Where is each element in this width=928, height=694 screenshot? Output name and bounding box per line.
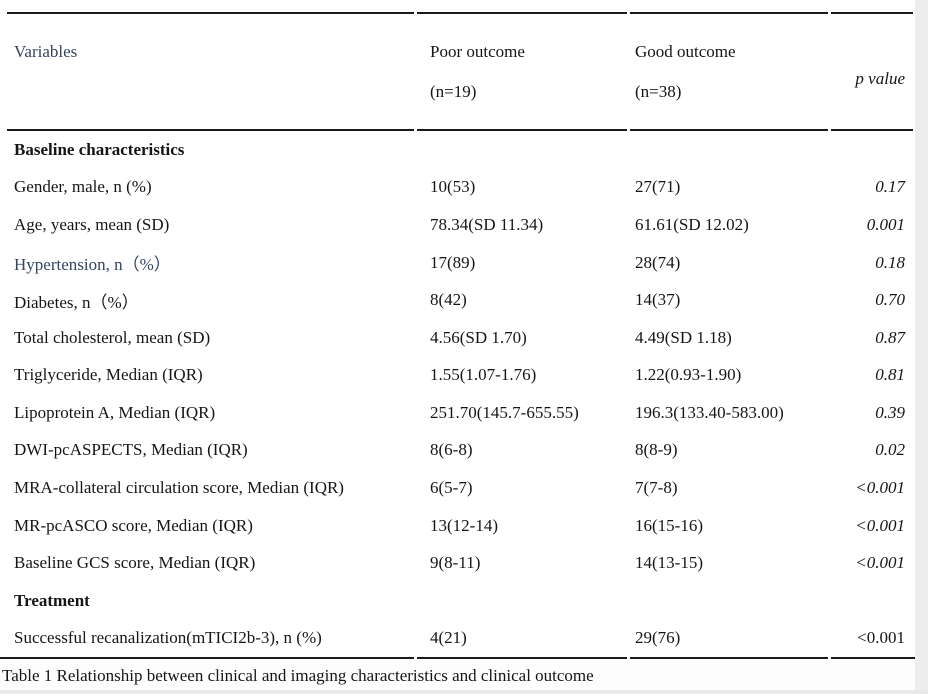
table-bottom-rule	[0, 657, 915, 659]
rule-segment	[417, 12, 627, 14]
table-row-lipoprotein-a: Lipoprotein A, Median (IQR) 251.70(145.7…	[0, 394, 915, 432]
p-value: 0.70	[875, 290, 905, 310]
poor-outcome-value: 251.70(145.7-655.55)	[430, 402, 579, 422]
row-label: Gender, male, n (%)	[14, 177, 152, 197]
row-label: Total cholesterol, mean (SD)	[14, 327, 211, 347]
rule-segment	[630, 657, 828, 659]
good-outcome-value: 14(37)	[635, 290, 681, 310]
table-header-row: Variables Poor outcome (n=19) Good outco…	[0, 13, 915, 129]
poor-outcome-value: 10(53)	[430, 177, 476, 197]
row-label: Hypertension, n（%）	[14, 255, 171, 275]
poor-outcome-value: 8(42)	[430, 290, 467, 310]
table-row-age: Age, years, mean (SD) 78.34(SD 11.34) 61…	[0, 206, 915, 244]
row-label: Lipoprotein A, Median (IQR)	[14, 402, 216, 422]
table-row-gender: Gender, male, n (%) 10(53) 27(71) 0.17	[0, 169, 915, 207]
column-header-poor-outcome: Poor outcome (n=19)	[430, 32, 635, 129]
poor-outcome-value: 17(89)	[430, 252, 476, 272]
p-value: 0.81	[875, 365, 905, 385]
table-body: Baseline characteristics Gender, male, n…	[0, 131, 915, 657]
table-caption: Table 1 Relationship between clinical an…	[2, 665, 594, 685]
table-row-triglyceride: Triglyceride, Median (IQR) 1.55(1.07-1.7…	[0, 356, 915, 394]
table-top-rule	[7, 12, 913, 14]
good-outcome-value: 7(7-8)	[635, 477, 678, 497]
p-value: 0.87	[875, 327, 905, 347]
table-row-dwi-pcaspects: DWI-pcASPECTS, Median (IQR) 8(6-8) 8(8-9…	[0, 432, 915, 470]
poor-outcome-value: 13(12-14)	[430, 515, 498, 535]
row-label: Diabetes, n（%）	[14, 292, 139, 312]
row-label: MR-pcASCO score, Median (IQR)	[14, 515, 253, 535]
column-header-variables: Variables	[14, 42, 78, 61]
good-outcome-value: 196.3(133.40-583.00)	[635, 402, 784, 422]
table-caption-bar: Table 1 Relationship between clinical an…	[0, 659, 928, 692]
poor-outcome-value: 9(8-11)	[430, 553, 481, 573]
section-label: Treatment	[14, 590, 90, 610]
poor-outcome-title: Poor outcome	[430, 42, 525, 61]
p-value: 0.02	[875, 440, 905, 460]
poor-outcome-value: 8(6-8)	[430, 440, 473, 460]
row-label: DWI-pcASPECTS, Median (IQR)	[14, 440, 248, 460]
poor-outcome-value: 6(5-7)	[430, 477, 473, 497]
table-row-total-cholesterol: Total cholesterol, mean (SD) 4.56(SD 1.7…	[0, 319, 915, 357]
table-row-diabetes: Diabetes, n（%） 8(42) 14(37) 0.70	[0, 281, 915, 319]
page-bottom-strip	[0, 690, 928, 694]
good-outcome-value: 28(74)	[635, 252, 681, 272]
row-label: Triglyceride, Median (IQR)	[14, 365, 203, 385]
poor-outcome-value: 1.55(1.07-1.76)	[430, 365, 537, 385]
rule-segment	[831, 657, 915, 659]
good-outcome-value: 8(8-9)	[635, 440, 678, 460]
rule-segment	[831, 129, 913, 131]
good-outcome-value: 16(15-16)	[635, 515, 703, 535]
rule-segment	[417, 657, 627, 659]
p-value: 0.001	[866, 214, 905, 234]
poor-outcome-n: (n=19)	[430, 82, 477, 101]
table-row-mr-pcasco-score: MR-pcASCO score, Median (IQR) 13(12-14) …	[0, 507, 915, 545]
good-outcome-value: 1.22(0.93-1.90)	[635, 365, 742, 385]
rule-segment	[630, 129, 828, 131]
p-value: <0.001	[855, 515, 905, 535]
rule-segment	[7, 129, 414, 131]
rule-segment	[0, 657, 414, 659]
good-outcome-value: 61.61(SD 12.02)	[635, 214, 749, 234]
row-label: MRA-collateral circulation score, Median…	[14, 477, 344, 497]
poor-outcome-value: 4(21)	[430, 628, 467, 648]
section-row-baseline-characteristics: Baseline characteristics	[0, 131, 915, 169]
good-outcome-n: (n=38)	[635, 82, 682, 101]
p-value: <0.001	[857, 628, 905, 648]
p-value: <0.001	[855, 553, 905, 573]
good-outcome-value: 29(76)	[635, 628, 681, 648]
section-label: Baseline characteristics	[14, 139, 185, 159]
good-outcome-value: 4.49(SD 1.18)	[635, 327, 732, 347]
p-value: <0.001	[855, 477, 905, 497]
row-label: Successful recanalization(mTICI2b-3), n …	[14, 628, 322, 648]
column-header-good-outcome: Good outcome (n=38)	[635, 32, 830, 129]
rule-segment	[630, 12, 828, 14]
table-header-rule	[7, 129, 913, 131]
good-outcome-value: 14(13-15)	[635, 553, 703, 573]
rule-segment	[417, 129, 627, 131]
poor-outcome-value: 78.34(SD 11.34)	[430, 214, 544, 234]
row-label: Age, years, mean (SD)	[14, 214, 170, 234]
rule-segment	[831, 12, 913, 14]
poor-outcome-value: 4.56(SD 1.70)	[430, 327, 527, 347]
good-outcome-value: 27(71)	[635, 177, 681, 197]
section-row-treatment: Treatment	[0, 582, 915, 620]
p-value: 0.17	[875, 177, 905, 197]
page-edge-strip	[915, 0, 928, 694]
column-header-p-value: p value	[855, 69, 905, 88]
p-value: 0.39	[875, 402, 905, 422]
good-outcome-title: Good outcome	[635, 42, 736, 61]
table-row-baseline-gcs-score: Baseline GCS score, Median (IQR) 9(8-11)…	[0, 544, 915, 582]
p-value: 0.18	[875, 252, 905, 272]
rule-segment	[7, 12, 414, 14]
table-row-mra-collateral-score: MRA-collateral circulation score, Median…	[0, 469, 915, 507]
table-row-hypertension: Hypertension, n（%） 17(89) 28(74) 0.18	[0, 244, 915, 282]
table-row-successful-recanalization: Successful recanalization(mTICI2b-3), n …	[0, 620, 915, 658]
row-label: Baseline GCS score, Median (IQR)	[14, 553, 256, 573]
